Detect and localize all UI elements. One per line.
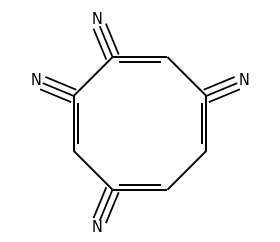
Text: N: N (92, 220, 102, 235)
Text: N: N (31, 73, 41, 88)
Text: N: N (239, 73, 249, 88)
Text: N: N (92, 12, 102, 27)
